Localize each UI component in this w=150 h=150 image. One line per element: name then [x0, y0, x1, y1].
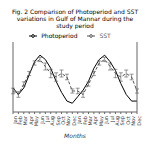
svg-text:Apr: Apr	[92, 116, 99, 125]
svg-text:Jan: Jan	[11, 116, 18, 124]
svg-text:Dec: Dec	[136, 116, 142, 126]
svg-text:Jan: Jan	[76, 116, 83, 124]
html-text:SST: SST	[99, 32, 111, 39]
html-text:Fig. 2 Comparison of Photoperi: Fig. 2 Comparison of Photoperiod and SST…	[11, 8, 139, 29]
svg-text:Oct: Oct	[60, 116, 67, 125]
svg-text:Apr: Apr	[27, 116, 34, 125]
svg-text:Feb: Feb	[16, 116, 23, 125]
svg-text:Jul: Jul	[108, 116, 115, 122]
svg-text:Sep: Sep	[54, 116, 61, 126]
svg-text:Mar: Mar	[22, 116, 29, 126]
svg-text:Feb: Feb	[81, 116, 88, 125]
svg-text:Mar: Mar	[87, 116, 93, 126]
svg-text:Oct: Oct	[124, 116, 131, 125]
svg-text:Nov: Nov	[65, 116, 72, 126]
svg-text:Aug: Aug	[114, 116, 120, 126]
svg-text:Aug: Aug	[49, 116, 56, 126]
svg-text:Jun: Jun	[103, 116, 110, 124]
svg-text:Sep: Sep	[119, 116, 126, 126]
svg-text:Nov: Nov	[130, 116, 137, 126]
svg-text:Dec: Dec	[70, 116, 77, 126]
html-text:Photoperiod: Photoperiod	[41, 32, 78, 39]
svg-text:Jun: Jun	[38, 116, 45, 124]
svg-text:May: May	[33, 116, 40, 127]
svg-text:Months: Months	[64, 132, 86, 139]
svg-text:Jul: Jul	[43, 116, 50, 122]
svg-text:May: May	[97, 116, 104, 127]
